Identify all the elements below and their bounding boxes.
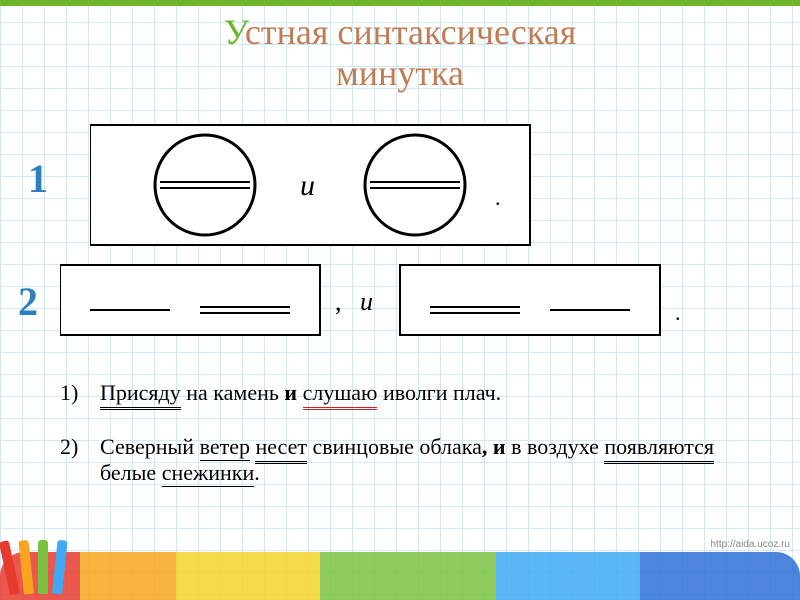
- diagram-1: и .: [90, 120, 550, 250]
- top-green-bar: [0, 0, 800, 6]
- d1-conjunction: и: [300, 169, 315, 202]
- sentence-marker: 2): [60, 434, 78, 460]
- sentence-part: и: [493, 434, 506, 459]
- sentences-block: 1) Присяду на камень и слушаю иволги плач…: [60, 380, 740, 514]
- label-2: 2: [18, 278, 38, 325]
- sentence-1: 1) Присяду на камень и слушаю иволги плач…: [60, 380, 740, 406]
- sentence-part: белые: [100, 460, 162, 485]
- sentence-list: 1) Присяду на камень и слушаю иволги плач…: [60, 380, 740, 486]
- d1-period: .: [495, 185, 501, 210]
- d2-box-right: [400, 265, 660, 335]
- sentence-part: на камень: [181, 380, 285, 405]
- d2-period: .: [675, 300, 681, 325]
- sentence-part: снежинки: [162, 460, 255, 487]
- sentence-part: и: [284, 380, 297, 405]
- sentence-part: Северный: [100, 434, 200, 459]
- sentence-part: несет: [255, 434, 307, 462]
- sentence-part: свинцовые облака: [307, 434, 482, 459]
- crayon-icon: [18, 540, 34, 595]
- diagram-2: , и .: [60, 260, 710, 340]
- sentence-part: в воздухе: [506, 434, 605, 459]
- sentence-part: появляются: [604, 434, 714, 462]
- sentence-part: ветер: [200, 434, 250, 461]
- footer-rainbow: [0, 552, 800, 600]
- d2-conjunction: и: [360, 287, 373, 316]
- sentence-part: [297, 380, 303, 405]
- title-rest1: стная синтаксическая: [245, 12, 576, 52]
- crayons-group: [10, 540, 62, 594]
- sentence-part: Присяду: [100, 380, 181, 408]
- sentence-part: иволги плач.: [377, 380, 501, 405]
- sentence-part: слушаю: [303, 380, 378, 408]
- title-line2: минутка: [336, 53, 464, 93]
- crayon-icon: [38, 540, 48, 594]
- title-first-char: У: [224, 12, 245, 52]
- sentence-marker: 1): [60, 380, 78, 406]
- footer-credit: http://aida.ucoz.ru: [711, 539, 791, 550]
- label-1: 1: [28, 155, 48, 202]
- slide-title: Устная синтаксическая минутка: [0, 12, 800, 95]
- sentence-2: 2)Северный ветер несет свинцовые облака,…: [60, 434, 740, 486]
- d2-comma: ,: [335, 287, 342, 316]
- d2-box-left: [60, 265, 320, 335]
